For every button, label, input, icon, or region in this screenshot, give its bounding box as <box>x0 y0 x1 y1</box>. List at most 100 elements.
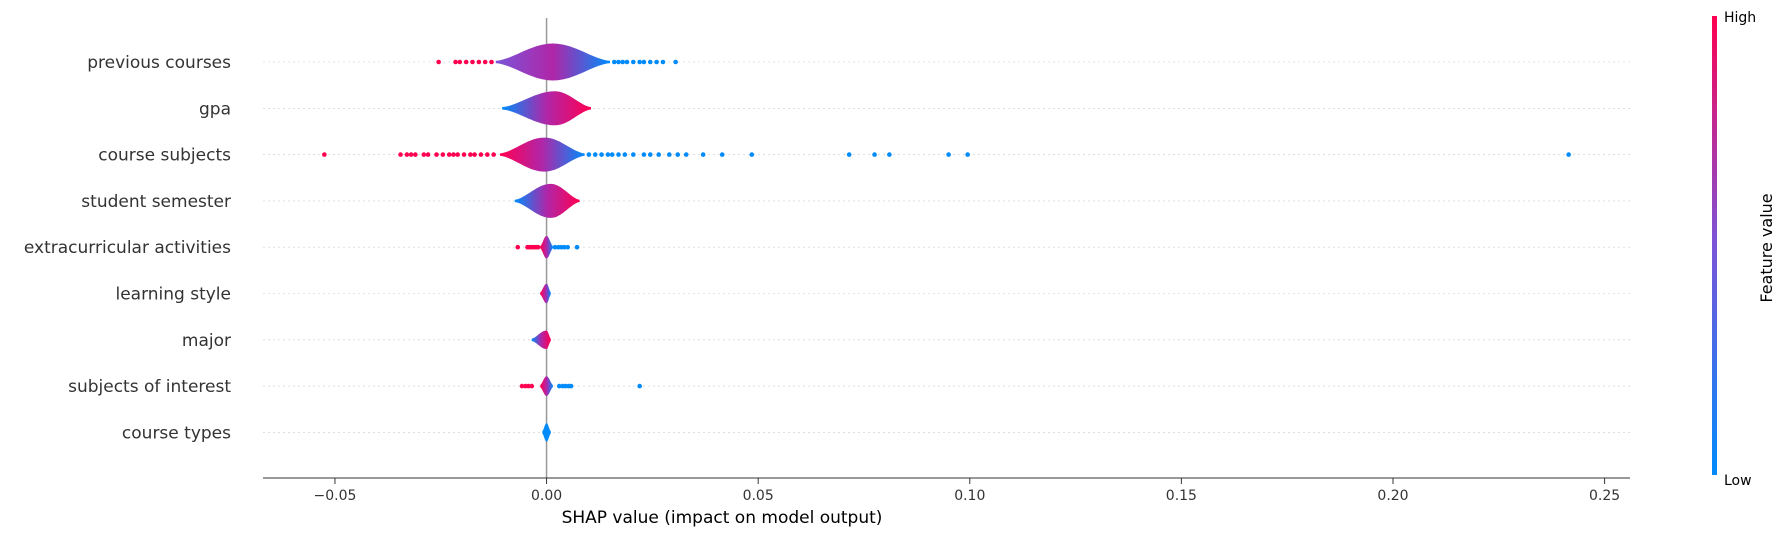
colorbar-low-label: Low <box>1724 473 1752 489</box>
outlier-point-high <box>491 152 496 157</box>
outlier-point-low <box>673 59 678 65</box>
outlier-point-low <box>749 152 755 157</box>
outlier-point-low <box>1566 152 1571 157</box>
outlier-point-low <box>660 59 666 65</box>
feature-label: previous courses <box>87 53 231 73</box>
outlier-point-low <box>946 152 951 157</box>
outlier-point-low <box>556 383 562 389</box>
x-tick-label: 0.25 <box>1589 488 1620 504</box>
outlier-point-low <box>611 59 617 65</box>
outlier-point-high <box>440 152 446 157</box>
outlier-point-low <box>565 244 571 250</box>
violin-body <box>514 183 580 218</box>
outlier-point-high <box>434 152 439 157</box>
colorbar <box>1712 16 1717 475</box>
outlier-point-high <box>468 152 473 157</box>
violin-body <box>495 43 610 81</box>
violin-body <box>540 235 553 259</box>
outlier-point-low <box>846 152 852 157</box>
outlier-point-high <box>472 152 477 157</box>
outlier-point-high <box>421 152 427 157</box>
outlier-point-low <box>562 244 567 250</box>
colorbar-high-label: High <box>1724 10 1756 26</box>
x-axis-ticks: −0.05 0.00 0.05 0.10 0.15 0.20 0.25 <box>313 478 1620 504</box>
outlier-point-high <box>425 152 431 157</box>
feature-label: subjects of interest <box>68 377 231 397</box>
outlier-point-low <box>965 152 970 157</box>
x-axis-title: SHAP value (impact on model output) <box>562 508 883 528</box>
x-tick-label: 0.10 <box>954 488 985 504</box>
outlier-point-low <box>631 59 636 65</box>
outlier-point-high <box>478 152 484 157</box>
outlier-point-low <box>641 152 647 157</box>
x-tick-label: 0.15 <box>1166 488 1197 504</box>
outlier-point-high <box>455 152 460 157</box>
outlier-point-high <box>404 152 410 157</box>
feature-label: student semester <box>81 192 231 212</box>
violin-body <box>540 283 551 304</box>
violin-body <box>502 91 591 126</box>
outlier-point-high <box>489 59 494 65</box>
feature-label: gpa <box>199 99 231 119</box>
outlier-point-low <box>552 244 558 250</box>
outlier-point-low <box>624 59 630 65</box>
outlier-point-high <box>408 152 414 157</box>
outlier-point-high <box>519 383 525 389</box>
outlier-point-low <box>592 152 598 157</box>
x-tick-label: 0.00 <box>531 488 562 504</box>
outlier-point-low <box>700 152 706 157</box>
outlier-point-high <box>398 152 403 157</box>
outlier-point-high <box>515 244 521 250</box>
outlier-point-low <box>887 152 892 157</box>
outlier-point-low <box>666 152 672 157</box>
outlier-point-high <box>463 59 469 65</box>
outlier-point-low <box>683 152 689 157</box>
feature-label: extracurricular activities <box>24 238 231 258</box>
outlier-point-low <box>654 59 659 65</box>
x-tick-label: 0.20 <box>1377 488 1408 504</box>
outlier-point-low <box>872 152 877 157</box>
outlier-point-low <box>675 152 681 157</box>
outlier-point-low <box>637 59 642 65</box>
outlier-point-high <box>485 152 490 157</box>
outlier-point-high <box>535 244 541 250</box>
outlier-point-low <box>637 383 642 389</box>
outlier-point-low <box>647 152 653 157</box>
violin-layer <box>495 43 610 442</box>
outlier-point-low <box>609 152 615 157</box>
outlier-point-high <box>446 152 452 157</box>
outlier-point-high <box>413 152 418 157</box>
outlier-point-high <box>526 383 531 389</box>
x-tick-label: 0.05 <box>743 488 774 504</box>
outlier-point-low <box>656 152 662 157</box>
outlier-point-low <box>620 59 626 65</box>
outlier-point-high <box>529 383 535 389</box>
feature-label: learning style <box>115 285 231 305</box>
outlier-point-high <box>476 59 482 65</box>
x-tick-label: −0.05 <box>313 488 356 504</box>
outlier-point-low <box>574 244 580 250</box>
outlier-point-low <box>605 152 611 157</box>
outlier-point-high <box>457 59 463 65</box>
outlier-point-high <box>461 152 467 157</box>
violin-body <box>542 423 551 442</box>
feature-label: major <box>182 331 231 351</box>
violin-body <box>540 376 553 396</box>
outlier-point-high <box>451 152 456 157</box>
outlier-points-layer <box>322 59 1571 389</box>
outlier-point-low <box>616 152 621 157</box>
colorbar-title: Feature value <box>1757 193 1776 302</box>
feature-label: course subjects <box>98 146 231 166</box>
outlier-point-high <box>436 59 441 65</box>
outlier-point-high <box>482 59 488 65</box>
feature-label: course types <box>122 423 231 443</box>
outlier-point-low <box>631 152 636 157</box>
violin-body <box>531 330 551 349</box>
outlier-point-low <box>641 59 647 65</box>
outlier-point-low <box>568 383 574 389</box>
outlier-point-low <box>647 59 653 65</box>
feature-labels: previous courses gpa course subjects studen… <box>24 53 231 443</box>
outlier-point-low <box>622 152 628 157</box>
outlier-point-high <box>322 152 327 157</box>
